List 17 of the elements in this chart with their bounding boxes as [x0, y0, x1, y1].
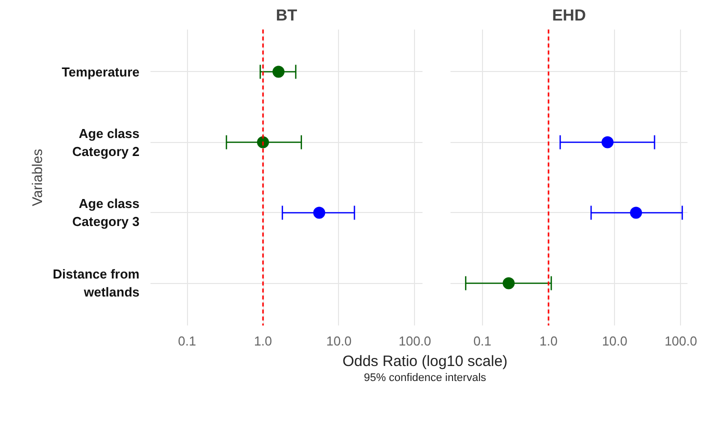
x-tick-label: 100.0 [398, 334, 432, 348]
y-tick-label: Age class Category 3 [72, 196, 140, 230]
x-axis-title: Odds Ratio (log10 scale) [342, 352, 508, 372]
x-tick-label: 100.0 [664, 334, 698, 348]
y-tick-label: Distance from wetlands [52, 266, 140, 300]
y-tick-label: Temperature [62, 64, 140, 80]
x-tick-label: 1.0 [254, 334, 272, 348]
chart-title: EHD [552, 8, 586, 24]
y-axis-title: Variables [28, 148, 45, 206]
x-tick-label: 0.1 [473, 334, 492, 348]
x-tick-label: 10.0 [326, 334, 352, 348]
x-tick-label: 10.0 [602, 334, 628, 348]
x-tick-label: 0.1 [178, 334, 196, 348]
chart-title: BT [276, 8, 298, 24]
text: 95% confidence intervals [364, 371, 486, 386]
y-tick-label: Age class Category 2 [72, 126, 140, 159]
x-tick-label: 1.0 [539, 334, 558, 348]
